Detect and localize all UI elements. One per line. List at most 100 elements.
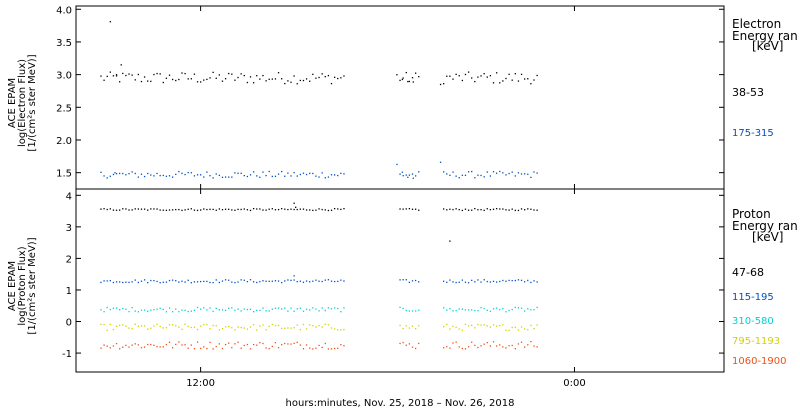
bottom-series-5-point bbox=[153, 344, 155, 346]
bottom-series-2-point bbox=[187, 279, 189, 281]
bottom-series-3-point bbox=[103, 310, 105, 313]
top-series-2-point bbox=[231, 176, 233, 178]
bottom-series-4-point bbox=[153, 325, 155, 327]
bottom-series-1-point bbox=[140, 208, 143, 210]
top-series-1-point bbox=[461, 79, 464, 82]
top-series-2-point bbox=[150, 174, 152, 176]
bottom-series-1-point bbox=[240, 208, 242, 211]
top-series-2-point bbox=[137, 176, 140, 178]
bottom-series-4-point bbox=[200, 325, 202, 327]
bottom-series-2-point bbox=[330, 280, 333, 282]
bottom-series-5-point bbox=[408, 343, 411, 345]
top-series-1-point bbox=[449, 75, 451, 77]
top-series-1-point bbox=[414, 72, 417, 74]
top-series-2-point bbox=[196, 174, 199, 176]
bottom-series-1-point bbox=[162, 209, 164, 211]
top-series-1-point bbox=[218, 74, 221, 76]
bottom-series-2-point bbox=[268, 280, 270, 282]
bottom-series-2-point bbox=[446, 281, 448, 283]
top-series-2-point bbox=[122, 172, 124, 175]
top-series-2-point bbox=[184, 173, 186, 176]
bottom-series-2-point bbox=[414, 279, 417, 282]
bottom-series-1-point bbox=[209, 208, 211, 210]
bottom-series-5-point bbox=[240, 347, 242, 349]
top-data-points bbox=[100, 21, 538, 179]
top-series-2-point bbox=[259, 176, 261, 178]
bottom-series-1-point bbox=[499, 208, 501, 210]
top-series-2-point bbox=[418, 171, 420, 173]
bottom-series-5-point bbox=[318, 344, 320, 347]
bottom-series-1-point bbox=[337, 208, 339, 210]
top-series-1-point bbox=[411, 77, 414, 79]
bottom-series-3-point bbox=[221, 309, 224, 311]
top-series-2-point bbox=[147, 172, 149, 175]
top-series-2-point bbox=[228, 176, 230, 178]
bottom-series-2-point bbox=[153, 279, 155, 282]
top-series-2-point bbox=[407, 176, 409, 178]
bottom-series-3-point bbox=[175, 308, 177, 310]
top-series-2-point bbox=[327, 176, 330, 178]
top-series-2-point bbox=[524, 173, 526, 175]
top-series-1-point bbox=[115, 75, 118, 77]
bottom-series-4-point bbox=[508, 329, 510, 332]
bottom-series-3-point bbox=[249, 308, 252, 310]
bottom-series-3-point bbox=[162, 308, 164, 311]
bottom-series-1-point bbox=[480, 209, 482, 211]
top-series-1-point bbox=[215, 77, 217, 79]
top-series-1-point bbox=[106, 75, 108, 78]
bottom-y-axis: -1 0 1 2 3 4 bbox=[62, 189, 724, 372]
bottom-series-3-point bbox=[131, 306, 133, 309]
top-series-1-point bbox=[508, 73, 510, 76]
top-series-1-point bbox=[168, 74, 171, 76]
bottom-series-2-point bbox=[293, 275, 295, 277]
top-series-2-point bbox=[502, 172, 504, 174]
bottom-series-5-point bbox=[187, 347, 189, 349]
bottom-series-1-point bbox=[411, 208, 414, 210]
bottom-series-5-point bbox=[193, 348, 196, 350]
bottom-series-1-point bbox=[181, 209, 183, 212]
bottom-series-5-point bbox=[517, 343, 520, 345]
top-series-1-point bbox=[252, 82, 255, 84]
bottom-series-4-point bbox=[530, 324, 532, 327]
bottom-series-1-point bbox=[274, 209, 277, 211]
top-series-2-point bbox=[249, 174, 252, 176]
bottom-series-3-point bbox=[159, 307, 161, 309]
x-axis-label: hours:minutes, Nov. 25, 2018 – Nov. 26, … bbox=[286, 398, 515, 409]
bottom-series-3-point bbox=[508, 309, 510, 312]
bottom-series-3-point bbox=[414, 310, 417, 312]
bottom-series-4-point bbox=[259, 325, 261, 327]
bottom-series-5-point bbox=[203, 346, 205, 348]
bottom-series-5-point bbox=[209, 341, 211, 344]
top-series-2-point bbox=[492, 171, 495, 173]
bottom-series-3-point bbox=[299, 307, 302, 309]
bottom-series-3-point bbox=[293, 310, 295, 312]
top-series-2-point bbox=[315, 175, 317, 177]
top-series-2-point bbox=[296, 175, 298, 177]
bottom-series-4-point bbox=[209, 328, 211, 330]
bottom-series-2-point bbox=[464, 281, 467, 283]
bottom-series-3-point bbox=[461, 308, 464, 310]
top-series-2-point bbox=[178, 170, 180, 173]
bottom-series-1-point bbox=[461, 209, 464, 212]
bottom-series-5-point bbox=[290, 343, 292, 345]
bottom-series-2-point bbox=[517, 279, 520, 281]
top-series-2-point bbox=[234, 172, 236, 174]
bottom-series-1-point bbox=[492, 208, 495, 210]
bottom-series-4-point bbox=[293, 327, 295, 329]
top-series-1-point bbox=[153, 73, 155, 76]
top-series-2-point bbox=[265, 174, 267, 177]
top-series-1-point bbox=[477, 76, 479, 78]
bottom-series-1-point bbox=[399, 208, 401, 210]
bottom-series-4-point bbox=[290, 327, 292, 329]
top-series-1-point bbox=[228, 72, 230, 75]
bottom-series-2-point bbox=[514, 279, 516, 282]
bottom-series-2-point bbox=[140, 280, 143, 282]
bottom-series-2-point bbox=[206, 280, 208, 283]
bottom-series-2-point bbox=[218, 281, 221, 284]
top-series-1-point bbox=[277, 72, 280, 74]
bottom-series-5-point bbox=[337, 347, 339, 350]
bottom-series-5-point bbox=[252, 343, 255, 346]
bottom-series-4-point bbox=[405, 325, 407, 327]
bottom-series-5-point bbox=[137, 344, 140, 346]
